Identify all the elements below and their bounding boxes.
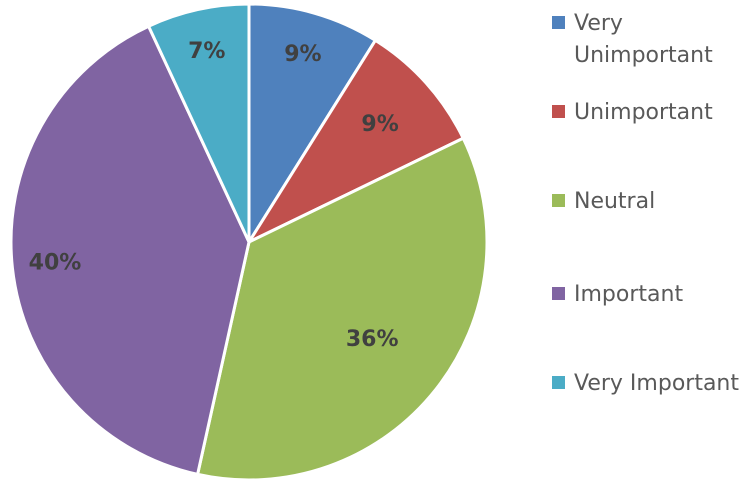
legend-label-unimportant: Unimportant [574, 97, 744, 129]
legend-item-neutral: Neutral [552, 186, 744, 218]
legend-swatch-unimportant [552, 105, 565, 118]
legend-label-important: Important [574, 279, 744, 311]
legend-item-very-important: Very Important [552, 368, 744, 400]
legend-item-very-unimportant: Very Unimportant [552, 8, 744, 72]
legend-swatch-important [552, 287, 565, 300]
legend-label-very-important: Very Important [574, 368, 744, 400]
data-label-very-unimportant: 9% [284, 42, 321, 67]
legend-label-neutral: Neutral [574, 186, 744, 218]
data-label-neutral: 36% [346, 327, 399, 352]
legend-swatch-neutral [552, 194, 565, 207]
legend-swatch-very-unimportant [552, 16, 565, 29]
legend-label-very-unimportant: Very Unimportant [574, 8, 744, 72]
legend-item-unimportant: Unimportant [552, 97, 744, 129]
data-label-very-important: 7% [188, 39, 225, 64]
legend-item-important: Important [552, 279, 744, 311]
data-label-important: 40% [29, 251, 82, 276]
legend-swatch-very-important [552, 376, 565, 389]
data-label-unimportant: 9% [361, 112, 398, 137]
